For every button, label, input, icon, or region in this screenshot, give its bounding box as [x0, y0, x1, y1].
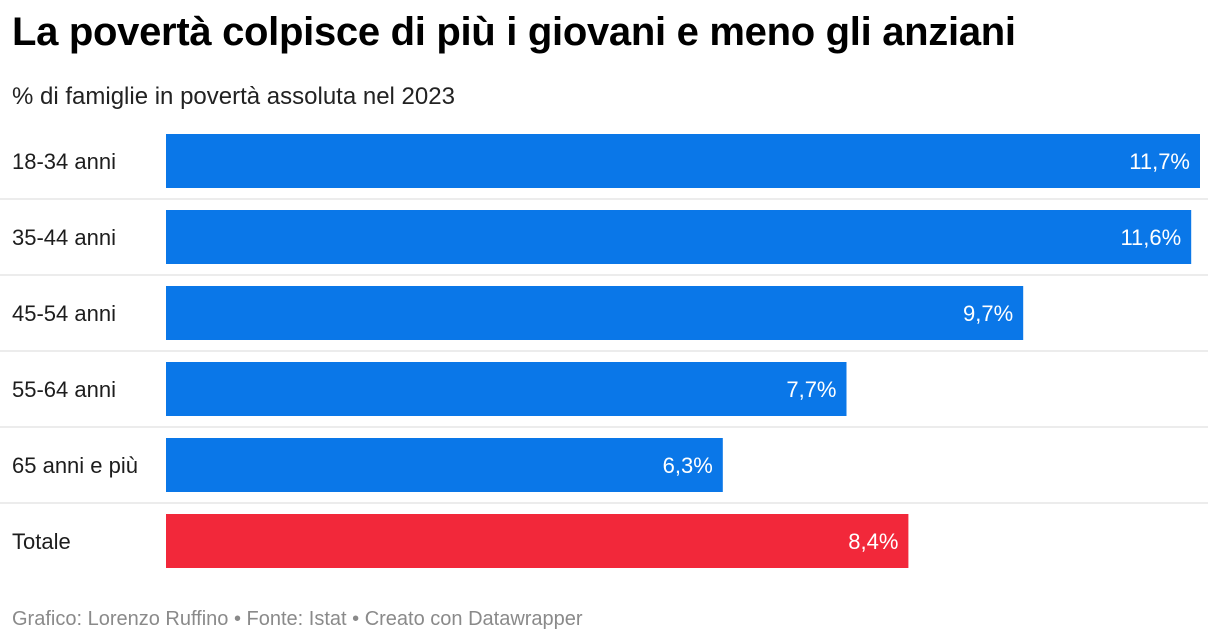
value-label: 8,4% — [848, 529, 898, 554]
bar — [166, 134, 1200, 188]
category-label: 35-44 anni — [12, 225, 116, 250]
bar — [166, 210, 1192, 264]
bar — [166, 438, 723, 492]
bar-total — [166, 514, 909, 568]
value-label: 6,3% — [663, 453, 713, 478]
bar — [166, 286, 1024, 340]
bar-chart: 18-34 anni 11,7% 35-44 anni 11,6% 45-54 anni… — [0, 134, 1208, 568]
value-label: 11,7% — [1129, 149, 1190, 174]
category-label: 45-54 anni — [12, 301, 116, 326]
chart-footer: Grafico: Lorenzo Ruffino • Fonte: Istat … — [12, 608, 583, 630]
value-label: 9,7% — [963, 301, 1013, 326]
value-label: 11,6% — [1120, 225, 1181, 250]
category-label: 65 anni e più — [12, 453, 138, 478]
category-label: Totale — [12, 529, 71, 554]
chart-title: La povertà colpisce di più i giovani e m… — [12, 10, 1016, 54]
category-label: 18-34 anni — [12, 149, 116, 174]
chart-subtitle: % di famiglie in povertà assoluta nel 20… — [12, 83, 455, 110]
category-label: 55-64 anni — [12, 377, 116, 402]
bar — [166, 362, 847, 416]
value-label: 7,7% — [786, 377, 836, 402]
